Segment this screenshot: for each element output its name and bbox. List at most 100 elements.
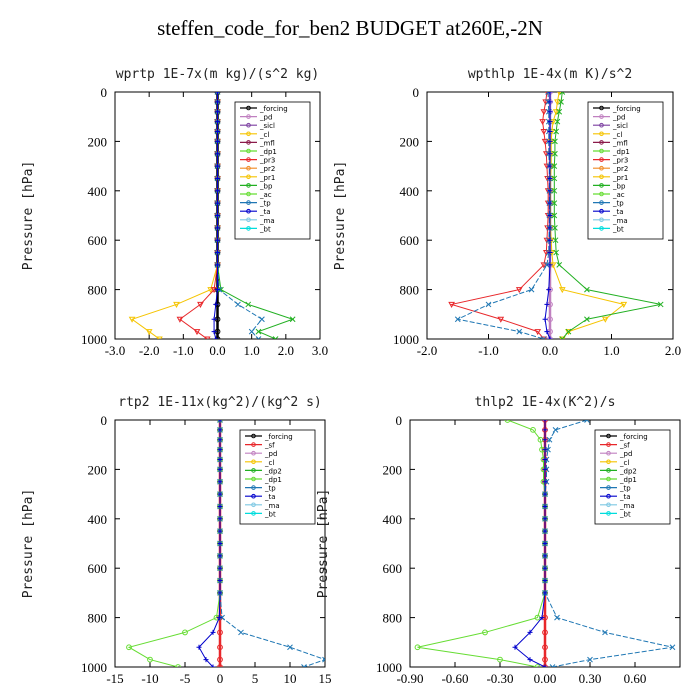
- data-point: [540, 262, 548, 269]
- legend-entry: _bt: [259, 225, 271, 233]
- data-point: [173, 301, 180, 308]
- data-point: [558, 99, 564, 105]
- data-point: [217, 553, 223, 559]
- legend-marker: [599, 148, 604, 154]
- y-tick-label: 1000: [393, 332, 419, 347]
- data-point: [540, 336, 548, 339]
- data-point: [255, 328, 262, 335]
- data-point: [448, 301, 455, 308]
- legend-entry: _forcing: [619, 433, 648, 441]
- y-tick-label: 200: [88, 462, 108, 477]
- data-point: [289, 316, 296, 323]
- x-tick-label: -0.60: [441, 671, 468, 686]
- legend-entry: _forcing: [264, 433, 293, 441]
- data-point: [217, 590, 223, 596]
- legend-marker: [606, 459, 611, 465]
- data-point: [542, 644, 548, 651]
- data-point: [547, 92, 553, 95]
- data-point: [215, 250, 220, 256]
- data-point: [126, 644, 132, 651]
- data-point: [552, 427, 559, 433]
- data-point: [217, 427, 223, 433]
- data-point: [175, 664, 181, 667]
- legend-entry: _dp2: [264, 467, 282, 475]
- data-point: [216, 615, 222, 621]
- data-point: [542, 578, 548, 584]
- data-point: [211, 316, 217, 322]
- chart-panel-1: wprtp 1E-7x(m kg)/(s^2 kg) Pressure [hPa]…: [21, 67, 328, 358]
- legend-marker: [606, 468, 611, 473]
- x-tick-label: 0.60: [624, 671, 647, 686]
- data-point: [540, 109, 548, 116]
- data-point: [235, 301, 241, 308]
- chart-panel-4: thlp2 1E-4x(K^2)/s Pressure [hPa] -0.90 -0.…: [316, 395, 681, 686]
- data-point: [504, 420, 511, 423]
- data-point: [559, 336, 566, 339]
- chart-panel-3: rtp2 1E-11x(kg^2)/(kg^2 s) Pressure [hPa]…: [21, 395, 332, 686]
- data-point: [547, 175, 553, 181]
- data-point: [203, 657, 209, 663]
- y-tick-label: 800: [88, 611, 108, 626]
- data-point: [215, 109, 220, 115]
- y-axis-label: Pressure [hPa]: [21, 161, 36, 271]
- data-point: [215, 200, 220, 206]
- legend-marker: [251, 433, 256, 439]
- legend-marker: [246, 226, 251, 231]
- legend-entry: _ta: [612, 208, 624, 216]
- data-point: [542, 656, 548, 663]
- legend-marker: [246, 148, 251, 154]
- series-line-tp: [456, 92, 550, 339]
- data-point: [542, 466, 548, 472]
- legend: _forcing_sf_pd_cl_dp2_dp1_tp_ta_ma_bt: [594, 429, 671, 525]
- data-point: [217, 629, 223, 636]
- legend-entry: _pr3: [612, 157, 628, 165]
- data-point: [542, 316, 548, 322]
- y-tick-label: 600: [383, 561, 403, 576]
- legend-marker: [599, 157, 604, 162]
- legend-marker: [599, 122, 604, 128]
- data-point: [176, 316, 184, 323]
- data-point: [542, 479, 548, 485]
- data-point: [554, 118, 561, 125]
- data-point: [217, 447, 223, 453]
- data-point: [547, 119, 553, 125]
- data-point: [248, 328, 255, 335]
- legend-marker: [246, 140, 251, 145]
- legend-marker: [251, 468, 256, 473]
- data-point: [215, 151, 220, 157]
- y-tick-label: 400: [88, 512, 108, 527]
- legend-marker: [606, 485, 611, 490]
- legend-entry: _bt: [619, 510, 631, 518]
- data-point: [215, 163, 220, 169]
- legend-entry: _sf: [619, 442, 630, 450]
- data-point: [587, 656, 593, 663]
- data-point: [497, 656, 503, 663]
- data-point: [553, 249, 560, 256]
- chart-panel-2: wpthlp 1E-4x(m K)/s^2 Pressure [hPa] -2.0 -…: [333, 67, 681, 358]
- chart-title: wpthlp 1E-4x(m K)/s^2: [468, 67, 632, 82]
- data-point: [556, 262, 563, 268]
- data-point: [544, 329, 550, 335]
- data-point: [551, 187, 558, 194]
- chart-title: thlp2 1E-4x(K^2)/s: [475, 395, 616, 410]
- legend-entry: _ta: [619, 493, 631, 501]
- data-point: [512, 644, 518, 650]
- legend-entry: _bp: [612, 182, 626, 190]
- legend-entry: _dp1: [619, 476, 637, 484]
- data-point: [544, 301, 550, 307]
- data-point: [547, 200, 553, 206]
- x-tick-label: -1.0: [478, 343, 499, 358]
- data-point: [602, 316, 609, 323]
- y-tick-label: 400: [383, 512, 403, 527]
- x-tick-label: 2.0: [278, 343, 294, 358]
- y-axis-label: Pressure [hPa]: [316, 489, 331, 599]
- data-point: [217, 528, 223, 534]
- legend-marker: [246, 183, 251, 188]
- data-point: [301, 664, 307, 667]
- legend-entry: _pd: [612, 114, 625, 122]
- data-point: [669, 644, 676, 651]
- data-point: [217, 578, 223, 584]
- legend-marker: [599, 131, 604, 137]
- data-point: [542, 629, 548, 636]
- data-point: [558, 287, 566, 294]
